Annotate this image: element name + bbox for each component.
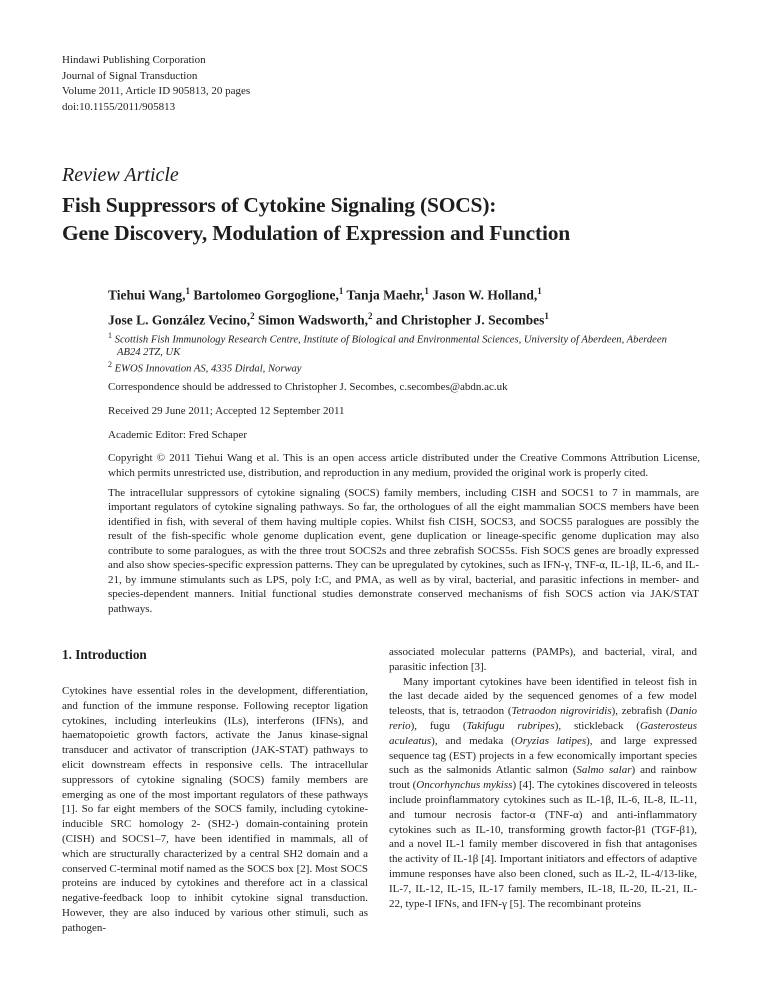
affiliation: 1 Scottish Fish Immunology Research Cent… bbox=[108, 330, 673, 359]
received-accepted-dates: Received 29 June 2011; Accepted 12 Septe… bbox=[108, 405, 345, 417]
article-type-label: Review Article bbox=[62, 164, 179, 186]
author-affiliation-mark: 1 bbox=[338, 286, 344, 296]
doi-line: doi:10.1155/2011/905813 bbox=[62, 100, 176, 113]
author-affiliation-mark: 1 bbox=[537, 286, 542, 296]
email-link[interactable]: c.secombes@abdn.ac.uk bbox=[399, 381, 508, 393]
publisher-name: Hindawi Publishing Corporation bbox=[62, 54, 206, 66]
intro-paragraph-left: Cytokines have essential roles in the de… bbox=[62, 685, 368, 934]
author-name: Jose L. González Vecino, bbox=[108, 312, 251, 328]
article-title-line2: Gene Discovery, Modulation of Expression… bbox=[62, 221, 571, 245]
author-name: Jason W. Holland, bbox=[428, 287, 538, 303]
author-name: and Christopher J. Secombes bbox=[372, 312, 545, 328]
intro-paragraph-right-2: Many important cytokines have been ident… bbox=[389, 675, 698, 910]
affiliation-text: Scottish Fish Immunology Research Centre… bbox=[112, 334, 667, 358]
affiliation-number: 1 bbox=[108, 331, 112, 340]
body-column-right: associated molecular patterns (PAMPs), a… bbox=[389, 645, 697, 936]
author-list: Tiehui Wang,1 Bartolomeo Gorgoglione,1 T… bbox=[108, 281, 549, 331]
affiliation: 2 EWOS Innovation AS, 4335 Dirdal, Norwa… bbox=[108, 359, 673, 376]
author-affiliation-mark: 1 bbox=[424, 286, 429, 296]
article-title-line1: Fish Suppressors of Cytokine Signaling (… bbox=[62, 193, 497, 217]
author-affiliation-mark: 2 bbox=[250, 311, 255, 321]
correspondence-line: Correspondence should be addressed to Ch… bbox=[108, 381, 508, 393]
author-affiliation-mark: 1 bbox=[185, 286, 191, 296]
author-name: Tanja Maehr, bbox=[343, 287, 425, 303]
body-column-left: 1. Introduction Cytokines have essential… bbox=[62, 645, 368, 936]
intro-paragraph-right-1: associated molecular patterns (PAMPs), a… bbox=[389, 646, 697, 673]
correspondence-text: Correspondence should be addressed to Ch… bbox=[108, 381, 400, 393]
article-body: 1. Introduction Cytokines have essential… bbox=[62, 645, 697, 936]
affiliation-list: 1 Scottish Fish Immunology Research Cent… bbox=[108, 330, 673, 376]
author-name: Tiehui Wang, bbox=[108, 287, 186, 303]
abstract: The intracellular suppressors of cytokin… bbox=[108, 487, 699, 615]
author-name: Simon Wadsworth, bbox=[254, 312, 369, 328]
volume-line: Volume 2011, Article ID 905813, 20 pages bbox=[62, 85, 251, 97]
author-name: Bartolomeo Gorgoglione, bbox=[190, 287, 339, 303]
publisher-info: Hindawi Publishing Corporation Journal o… bbox=[62, 53, 250, 115]
affiliation-number: 2 bbox=[108, 359, 112, 369]
copyright-notice: Copyright © 2011 Tiehui Wang et al. This… bbox=[108, 452, 700, 479]
article-title: Fish Suppressors of Cytokine Signaling (… bbox=[62, 191, 570, 247]
affiliation-text: EWOS Innovation AS, 4335 Dirdal, Norway bbox=[112, 363, 302, 375]
journal-name: Journal of Signal Transduction bbox=[62, 69, 198, 82]
author-affiliation-mark: 2 bbox=[368, 311, 373, 321]
academic-editor-line: Academic Editor: Fred Schaper bbox=[108, 429, 247, 441]
author-affiliation-mark: 1 bbox=[544, 311, 549, 321]
section-heading-introduction: 1. Introduction bbox=[62, 647, 147, 662]
